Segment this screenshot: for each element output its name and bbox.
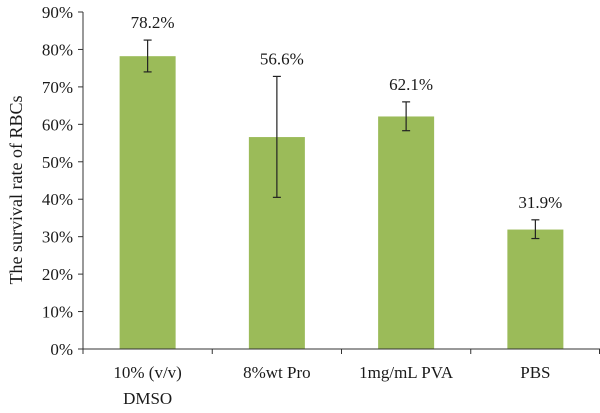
data-label: 56.6% [260, 49, 304, 68]
y-tick-label: 40% [42, 190, 73, 209]
error-bars [143, 39, 540, 240]
data-label: 31.9% [518, 193, 562, 212]
x-category-label: 10% (v/v) [113, 363, 181, 382]
bars [119, 56, 564, 349]
x-category-label: DMSO [123, 389, 172, 408]
y-tick-label: 80% [42, 40, 73, 59]
data-label: 62.1% [389, 75, 433, 94]
bar [507, 229, 564, 349]
bar [119, 56, 176, 349]
y-axis-ticks: 0% 10% 20% 30% 40% 50% 60% 70% 80% 90% [42, 3, 83, 359]
y-tick-label: 60% [42, 115, 73, 134]
axes [82, 12, 600, 354]
y-tick-label: 90% [42, 3, 73, 22]
bar [378, 116, 435, 349]
y-tick-label: 30% [42, 228, 73, 247]
y-axis-title-group: The survival rate of RBCs [6, 96, 26, 285]
x-category-label: 8%wt Pro [243, 363, 311, 382]
x-category-label: 1mg/mL PVA [359, 363, 454, 382]
category-labels: 10% (v/v) DMSO 8%wt Pro 1mg/mL PVA PBS [113, 363, 550, 408]
data-labels: 78.2% 56.6% 62.1% 31.9% [131, 13, 563, 212]
data-label: 78.2% [131, 13, 175, 32]
y-tick-label: 20% [42, 265, 73, 284]
x-category-label: PBS [520, 363, 550, 382]
y-axis-title: The survival rate of RBCs [6, 96, 26, 285]
y-tick-label: 70% [42, 78, 73, 97]
y-tick-label: 10% [42, 303, 73, 322]
y-tick-label: 0% [50, 340, 73, 359]
y-tick-label: 50% [42, 153, 73, 172]
